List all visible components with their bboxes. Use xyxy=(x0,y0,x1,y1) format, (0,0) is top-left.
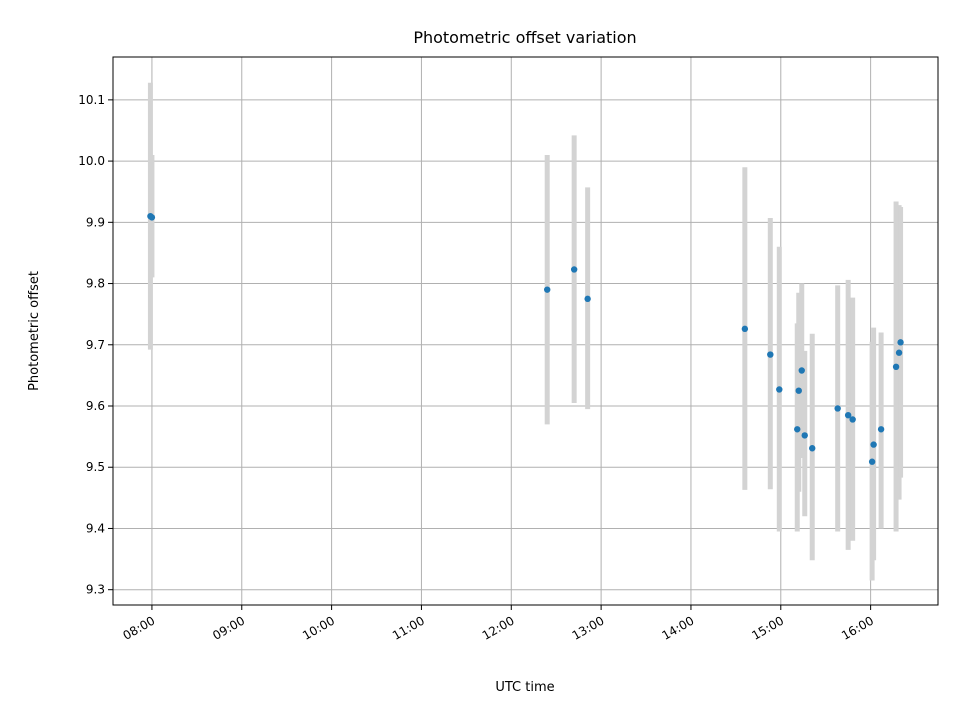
data-point xyxy=(794,426,801,433)
y-axis-label: Photometric offset xyxy=(27,271,42,391)
data-point xyxy=(868,458,876,465)
data-point xyxy=(870,441,877,448)
y-axis-ticks: 9.3 9.4 9.5 9.6 9.7 9.8 9.9 10.0 10.1 xyxy=(78,93,113,597)
data-point xyxy=(849,416,856,423)
y-tick-label: 9.5 xyxy=(86,460,105,474)
x-tick-label: 16:00 xyxy=(839,613,876,642)
data-point xyxy=(897,339,904,346)
x-tick-label: 09:00 xyxy=(210,613,247,642)
x-axis-label: UTC time xyxy=(495,680,554,695)
x-tick-label: 08:00 xyxy=(120,613,157,642)
y-tick-label: 9.4 xyxy=(86,521,105,535)
data-point xyxy=(801,432,808,439)
data-point xyxy=(834,405,841,412)
data-point xyxy=(741,325,749,333)
y-tick-label: 9.9 xyxy=(86,215,105,229)
y-tick-label: 9.3 xyxy=(86,583,105,597)
data-point xyxy=(877,426,885,433)
y-tick-label: 9.6 xyxy=(86,399,105,413)
y-tick-label: 9.8 xyxy=(86,277,105,291)
data-points xyxy=(147,212,904,465)
x-tick-label: 15:00 xyxy=(749,613,786,642)
x-tick-label: 10:00 xyxy=(300,613,337,642)
data-point xyxy=(798,367,805,374)
x-tick-label: 14:00 xyxy=(659,613,696,642)
x-axis-ticks: 08:00 09:00 10:00 11:00 12:00 13:00 14:00 15:00… xyxy=(120,605,876,643)
y-tick-label: 10.0 xyxy=(78,154,105,168)
data-point xyxy=(795,387,802,394)
data-point xyxy=(892,363,900,371)
data-point xyxy=(570,266,578,273)
chart-title: Photometric offset variation xyxy=(413,28,636,47)
data-point xyxy=(844,411,852,419)
y-tick-label: 10.1 xyxy=(78,93,105,107)
data-point xyxy=(809,445,816,452)
y-tick-label: 9.7 xyxy=(86,338,105,352)
x-tick-label: 13:00 xyxy=(570,613,607,642)
data-point xyxy=(544,286,551,293)
data-point xyxy=(895,349,903,356)
data-point xyxy=(584,295,591,303)
plot-frame xyxy=(112,56,939,606)
x-tick-label: 11:00 xyxy=(390,613,427,642)
x-tick-label: 12:00 xyxy=(480,613,517,642)
data-point xyxy=(148,214,156,221)
data-point xyxy=(767,351,774,358)
data-point xyxy=(776,386,783,393)
